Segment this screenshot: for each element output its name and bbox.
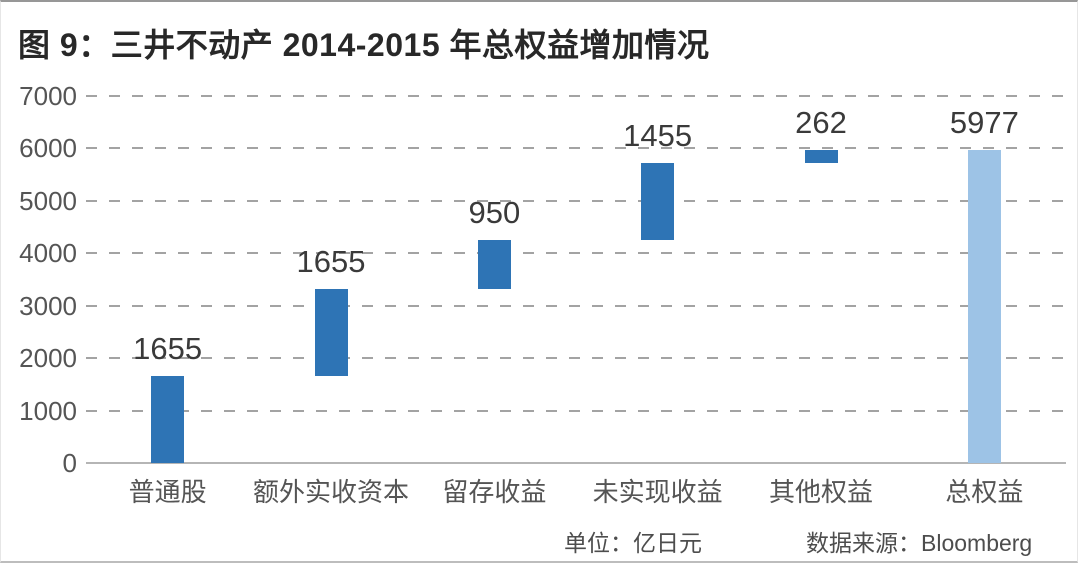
- x-axis-line: [86, 462, 1066, 464]
- waterfall-bar-5: [804, 149, 838, 164]
- x-category-label-6: 总权益: [945, 477, 1024, 507]
- x-category-label-3: 留存收益: [442, 477, 547, 507]
- y-tick-label-3000: 3000: [19, 290, 77, 321]
- bar-value-label-3: 950: [468, 194, 521, 230]
- waterfall-bar-4: [641, 163, 675, 240]
- bar-value-label-5: 262: [795, 104, 847, 140]
- waterfall-bar-1: [151, 376, 185, 463]
- source-note: 数据来源：Bloomberg: [806, 530, 1033, 556]
- chart-title: 图 9：三井不动产 2014-2015 年总权益增加情况: [18, 27, 710, 63]
- y-tick-label-5000: 5000: [19, 185, 77, 216]
- unit-note: 单位：亿日元: [564, 530, 702, 556]
- gridline-2000: [86, 357, 1066, 360]
- bar-value-label-2: 1655: [296, 244, 366, 280]
- gridline-5000: [86, 199, 1066, 202]
- bar-value-label-4: 1455: [623, 118, 693, 154]
- gridline-6000: [86, 147, 1066, 150]
- bar-value-label-6: 5977: [949, 104, 1019, 140]
- x-category-label-5: 其他权益: [768, 477, 874, 507]
- x-category-label-1: 普通股: [128, 477, 207, 507]
- y-tick-label-6000: 6000: [19, 133, 77, 164]
- waterfall-bar-6: [967, 149, 1001, 463]
- bar-value-label-1: 1655: [133, 331, 203, 367]
- x-category-label-2: 额外实收资本: [252, 477, 410, 507]
- gridline-7000: [86, 95, 1066, 97]
- gridline-1000: [86, 409, 1066, 412]
- gridline-3000: [86, 304, 1066, 307]
- y-tick-label-7000: 7000: [19, 81, 77, 111]
- waterfall-bar-3: [477, 239, 511, 290]
- waterfall-bar-2: [314, 289, 348, 377]
- gridline-4000: [86, 252, 1066, 255]
- x-category-label-4: 未实现收益: [592, 477, 723, 507]
- y-tick-label-4000: 4000: [19, 238, 77, 269]
- y-tick-label-1000: 1000: [19, 395, 77, 426]
- y-tick-label-0: 0: [62, 448, 77, 478]
- y-tick-label-2000: 2000: [19, 343, 77, 374]
